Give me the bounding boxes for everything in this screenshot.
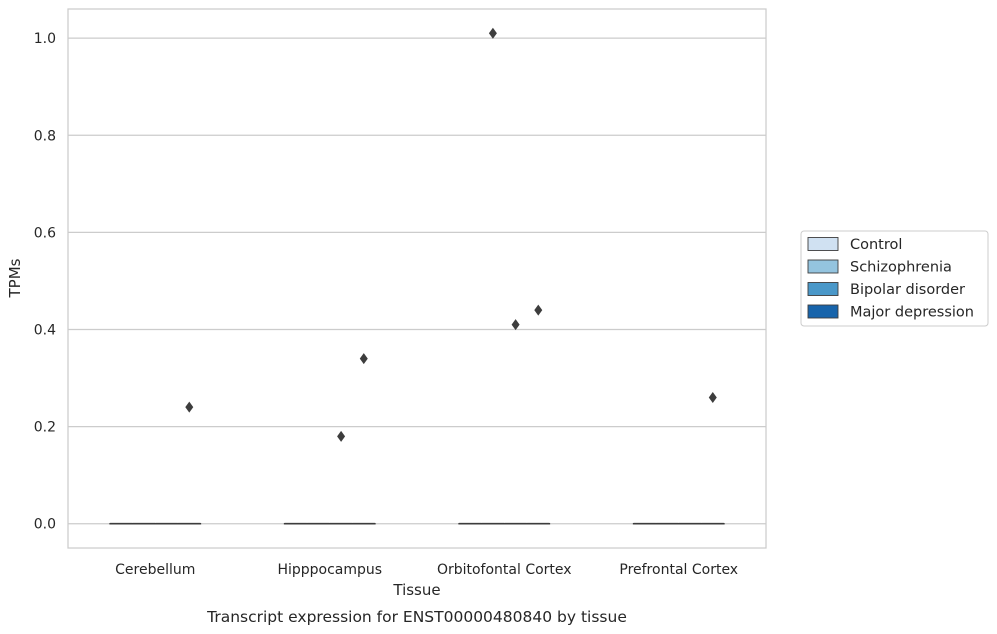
plot-frame: [67, 8, 767, 549]
x-tick-label: Cerebellum: [115, 562, 195, 578]
y-tick-label: 1.0: [34, 31, 56, 47]
legend-swatch: [807, 304, 839, 319]
outlier-point: [359, 353, 368, 365]
y-tick-label: 0.8: [34, 128, 56, 144]
legend-label: Schizophrenia: [850, 260, 952, 276]
y-tick-labels: 0.0 0.2 0.4 0.6 0.8 1.0: [34, 31, 56, 533]
legend-swatch: [807, 282, 839, 296]
legend-frame: [800, 230, 989, 327]
y-tick-label: 0.4: [34, 322, 56, 338]
legend-label: Bipolar disorder: [850, 282, 965, 298]
y-tick-label: 0.2: [34, 420, 56, 436]
x-tick-label: Hipppocampus: [277, 562, 382, 578]
legend: Control Schizophrenia Bipolar disorder Majo…: [800, 230, 989, 327]
legend-label: Control: [850, 237, 902, 253]
x-tick-label: Orbitofontal Cortex: [437, 562, 572, 578]
chart-caption: Transcript expression for ENST0000048084…: [206, 608, 627, 626]
x-axis-title: Tissue: [392, 581, 440, 599]
gridlines: [68, 37, 766, 525]
x-tick-labels: Cerebellum Hipppocampus Orbitofontal Corte…: [115, 562, 738, 578]
x-tick-label: Prefrontal Cortex: [619, 562, 738, 578]
legend-swatch: [807, 237, 839, 251]
outlier-point: [511, 319, 520, 331]
y-axis-title: TPMs: [6, 258, 24, 298]
y-tick-label: 0.0: [34, 517, 56, 533]
y-tick-label: 0.6: [34, 225, 56, 241]
outlier-point: [534, 304, 543, 316]
legend-label: Major depression: [850, 305, 974, 321]
outlier-point: [185, 401, 194, 413]
legend-swatch: [807, 259, 839, 274]
outlier-point: [708, 391, 717, 403]
outlier-point: [337, 430, 346, 442]
outliers: [185, 27, 717, 442]
outlier-point: [488, 27, 497, 39]
